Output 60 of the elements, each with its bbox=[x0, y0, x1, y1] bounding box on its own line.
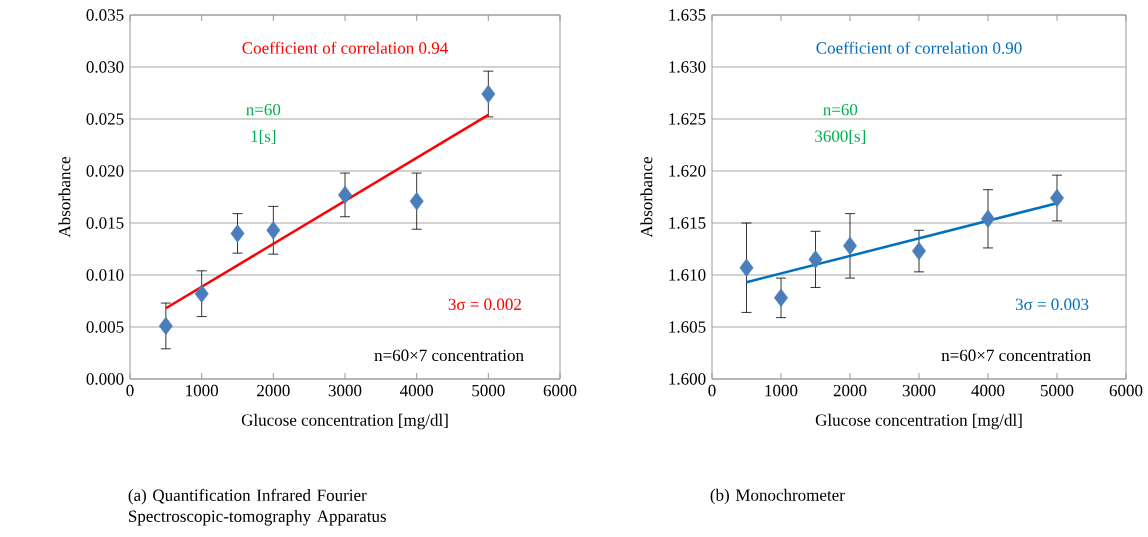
y-tick-label: 1.630 bbox=[669, 61, 706, 73]
point bbox=[774, 288, 788, 308]
y-tick-label: 0.035 bbox=[86, 9, 124, 21]
annotation: 3σ = 0.002 bbox=[448, 298, 521, 311]
point bbox=[808, 250, 823, 269]
x-tick-label: 3000 bbox=[328, 384, 362, 397]
annotation: 3600[s] bbox=[815, 129, 866, 144]
point bbox=[194, 284, 209, 303]
x-axis-title: Glucose concentration [mg/dl] bbox=[815, 413, 1022, 430]
x-tick-label: 5000 bbox=[1040, 384, 1074, 397]
point bbox=[912, 241, 926, 261]
x-tick-label: 5000 bbox=[472, 384, 505, 397]
point bbox=[409, 191, 424, 211]
y-axis-title: Absorbance bbox=[58, 156, 71, 238]
y-tick-label: 0.025 bbox=[86, 113, 124, 125]
y-tick-label: 1.635 bbox=[669, 9, 706, 21]
text: (a) Quantification Infrared Fourier Spectroscopic-tomography Apparatus bbox=[128, 488, 386, 526]
y-tick-label: 1.625 bbox=[669, 113, 706, 125]
y-tick-label: 1.600 bbox=[669, 373, 706, 385]
annotation: Coefficient of correlation 0.90 bbox=[816, 41, 1022, 54]
x-tick-label: 1000 bbox=[186, 384, 219, 397]
y-tick-label: 1.620 bbox=[669, 165, 706, 177]
x-tick-label: 0 bbox=[708, 384, 716, 397]
y-axis-title: Absorbance bbox=[640, 156, 653, 238]
x-tick-label: 6000 bbox=[1109, 384, 1143, 397]
text: (b) Monochrometer bbox=[710, 488, 845, 505]
x-tick-label: 1000 bbox=[765, 384, 798, 397]
y-tick-label: 0.030 bbox=[86, 61, 124, 73]
x-tick-label: 4000 bbox=[971, 384, 1005, 397]
y-tick-label: 0.020 bbox=[86, 165, 124, 177]
x-tick-label: 0 bbox=[126, 384, 134, 397]
x-tick-label: 6000 bbox=[543, 384, 577, 397]
y-tick-label: 1.610 bbox=[669, 269, 706, 281]
point bbox=[981, 209, 995, 229]
x-tick-label: 2000 bbox=[257, 384, 290, 397]
point bbox=[843, 236, 857, 256]
point bbox=[158, 316, 173, 336]
annotation: 3σ = 0.003 bbox=[1015, 298, 1089, 311]
annotation: Coefficient of correlation 0.94 bbox=[242, 41, 448, 54]
annotation: n=60 bbox=[823, 103, 858, 116]
point bbox=[230, 224, 245, 243]
y-tick-label: 0.000 bbox=[86, 373, 124, 385]
y-tick-label: 0.015 bbox=[86, 217, 124, 229]
annotation: 1[s] bbox=[251, 129, 276, 144]
annotation: n=60×7 concentration bbox=[374, 349, 524, 362]
point bbox=[739, 258, 754, 277]
y-tick-label: 0.005 bbox=[86, 321, 124, 333]
point bbox=[338, 185, 352, 205]
x-axis-title: Glucose concentration [mg/dl] bbox=[241, 413, 448, 430]
y-tick-label: 1.615 bbox=[669, 217, 706, 229]
x-tick-label: 3000 bbox=[902, 384, 936, 397]
annotation: n=60×7 concentration bbox=[941, 349, 1091, 362]
point bbox=[481, 84, 496, 104]
point bbox=[1050, 188, 1064, 208]
y-tick-label: 0.010 bbox=[86, 269, 124, 281]
annotation: n=60 bbox=[246, 103, 281, 116]
y-tick-label: 1.605 bbox=[669, 321, 706, 333]
x-tick-label: 2000 bbox=[833, 384, 867, 397]
x-tick-label: 4000 bbox=[400, 384, 434, 397]
point bbox=[266, 221, 281, 240]
